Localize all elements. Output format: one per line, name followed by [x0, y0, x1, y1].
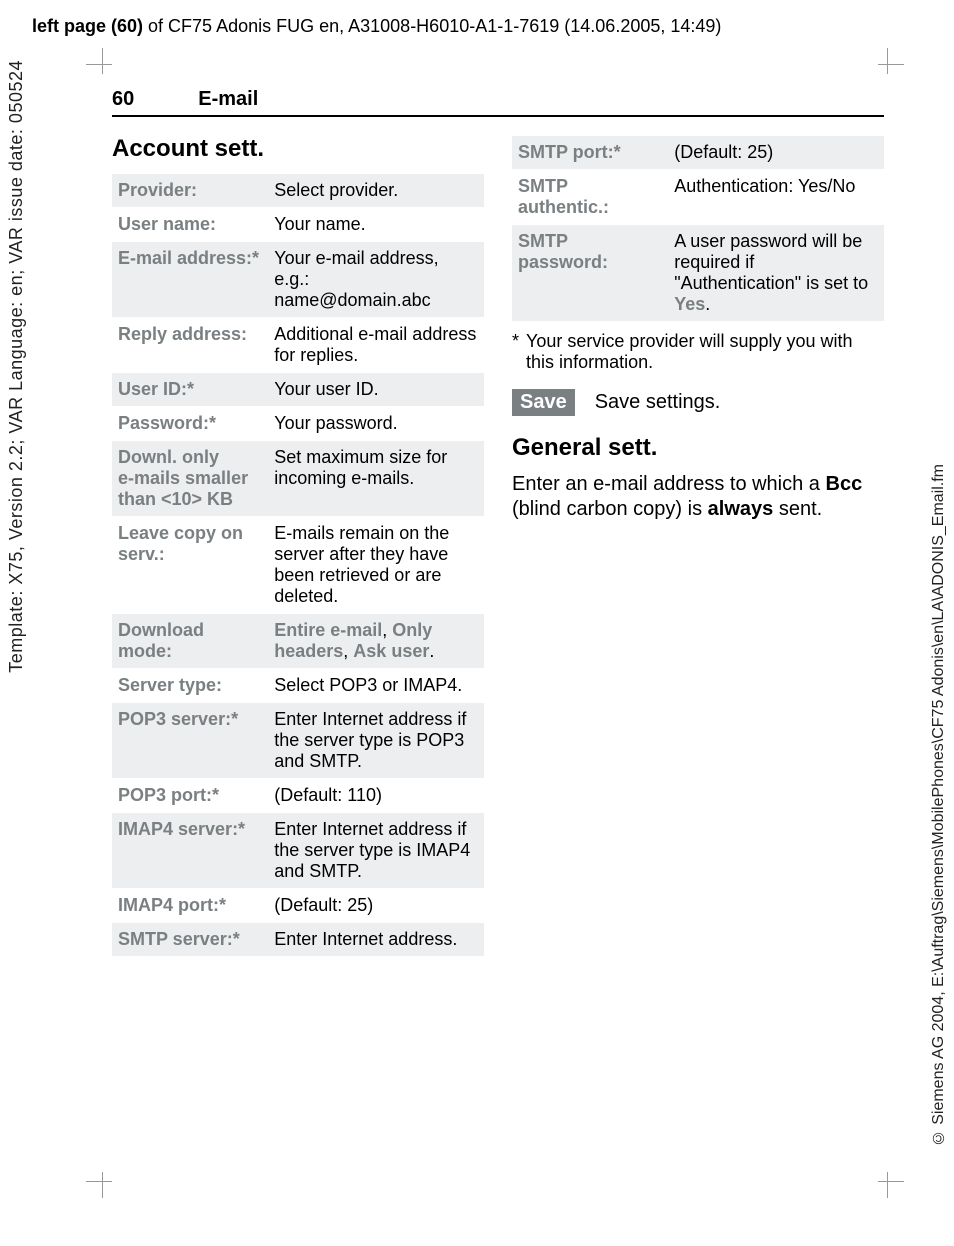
- table-row: POP3 port:*(Default: 110): [112, 779, 484, 813]
- setting-value: E-mails remain on the server after they …: [268, 517, 484, 614]
- setting-value: Your name.: [268, 208, 484, 242]
- setting-key: POP3 server:*: [112, 703, 268, 779]
- table-row: Download mode:Entire e-mail, Only header…: [112, 614, 484, 669]
- setting-key: Download mode:: [112, 614, 268, 669]
- crop-mark-bl: [88, 1148, 136, 1196]
- table-row: SMTP authentic.:Authentication: Yes/No: [512, 170, 884, 225]
- setting-key: POP3 port:*: [112, 779, 268, 813]
- page-number: 60: [112, 88, 134, 111]
- setting-value: Authentication: Yes/No: [668, 170, 884, 225]
- setting-key: Leave copy on serv.:: [112, 517, 268, 614]
- setting-value: Your e-mail address, e.g.: name@domain.a…: [268, 242, 484, 318]
- right-column: SMTP port:*(Default: 25)SMTP authentic.:…: [512, 135, 884, 956]
- page-content: 60 E-mail Account sett. Provider:Select …: [112, 88, 884, 956]
- save-chip: Save: [512, 389, 575, 416]
- setting-value: A user password will be required if "Aut…: [668, 225, 884, 322]
- setting-value: Set maximum size for incoming e-mails.: [268, 441, 484, 517]
- footnote-text: Your service provider will supply you wi…: [526, 331, 884, 373]
- footnote-star: *: [512, 331, 526, 373]
- table-row: POP3 server:*Enter Internet address if t…: [112, 703, 484, 779]
- setting-key: IMAP4 port:*: [112, 889, 268, 923]
- setting-key: E-mail address:*: [112, 242, 268, 318]
- account-sett-heading: Account sett.: [112, 135, 484, 163]
- setting-value: Enter Internet address.: [268, 923, 484, 957]
- side-path-text: © Siemens AG 2004, E:\Auftrag\Siemens\Mo…: [930, 464, 948, 1146]
- setting-value: (Default: 110): [268, 779, 484, 813]
- table-row: Password:*Your password.: [112, 407, 484, 441]
- left-column: Account sett. Provider:Select provider.U…: [112, 135, 484, 956]
- table-row: User name:Your name.: [112, 208, 484, 242]
- page-header-line: 60 E-mail: [112, 88, 884, 117]
- doc-header-rest: of CF75 Adonis FUG en, A31008-H6010-A1-1…: [143, 16, 721, 36]
- account-settings-table-cont: SMTP port:*(Default: 25)SMTP authentic.:…: [512, 135, 884, 321]
- table-row: User ID:*Your user ID.: [112, 373, 484, 407]
- setting-value: Enter Internet address if the server typ…: [268, 813, 484, 889]
- setting-value: Select POP3 or IMAP4.: [268, 669, 484, 703]
- setting-key: SMTP port:*: [512, 136, 668, 170]
- general-sett-para: Enter an e-mail address to which a Bcc (…: [512, 472, 884, 522]
- table-row: Leave copy on serv.:E-mails remain on th…: [112, 517, 484, 614]
- setting-key: Provider:: [112, 174, 268, 208]
- setting-key: SMTP password:: [512, 225, 668, 322]
- setting-key: Downl. only e-mails smaller than <10> KB: [112, 441, 268, 517]
- table-row: IMAP4 port:*(Default: 25): [112, 889, 484, 923]
- table-row: SMTP port:*(Default: 25): [512, 136, 884, 170]
- doc-header-side: left page (60): [32, 16, 143, 36]
- setting-key: IMAP4 server:*: [112, 813, 268, 889]
- setting-value: Entire e-mail, Only headers, Ask user.: [268, 614, 484, 669]
- setting-key: User name:: [112, 208, 268, 242]
- doc-header: left page (60) of CF75 Adonis FUG en, A3…: [32, 16, 721, 37]
- setting-key: Server type:: [112, 669, 268, 703]
- setting-value: (Default: 25): [268, 889, 484, 923]
- table-row: IMAP4 server:*Enter Internet address if …: [112, 813, 484, 889]
- table-row: SMTP password:A user password will be re…: [512, 225, 884, 322]
- setting-key: SMTP authentic.:: [512, 170, 668, 225]
- table-row: E-mail address:*Your e-mail address, e.g…: [112, 242, 484, 318]
- setting-key: SMTP server:*: [112, 923, 268, 957]
- side-template-text: Template: X75, Version 2.2; VAR Language…: [6, 60, 27, 673]
- setting-key: Reply address:: [112, 318, 268, 373]
- general-sett-heading: General sett.: [512, 434, 884, 462]
- page-chapter: E-mail: [198, 88, 258, 111]
- setting-value: Your user ID.: [268, 373, 484, 407]
- save-row: Save Save settings.: [512, 389, 884, 416]
- table-row: Server type:Select POP3 or IMAP4.: [112, 669, 484, 703]
- footnote: * Your service provider will supply you …: [512, 331, 884, 373]
- table-row: SMTP server:*Enter Internet address.: [112, 923, 484, 957]
- setting-value: Your password.: [268, 407, 484, 441]
- crop-mark-br: [854, 1148, 902, 1196]
- table-row: Provider:Select provider.: [112, 174, 484, 208]
- table-row: Downl. only e-mails smaller than <10> KB…: [112, 441, 484, 517]
- setting-value: (Default: 25): [668, 136, 884, 170]
- setting-value: Additional e-mail address for replies.: [268, 318, 484, 373]
- setting-value: Select provider.: [268, 174, 484, 208]
- account-settings-table: Provider:Select provider.User name:Your …: [112, 173, 484, 956]
- setting-key: User ID:*: [112, 373, 268, 407]
- setting-key: Password:*: [112, 407, 268, 441]
- setting-value: Enter Internet address if the server typ…: [268, 703, 484, 779]
- save-description: Save settings.: [595, 391, 721, 414]
- table-row: Reply address:Additional e-mail address …: [112, 318, 484, 373]
